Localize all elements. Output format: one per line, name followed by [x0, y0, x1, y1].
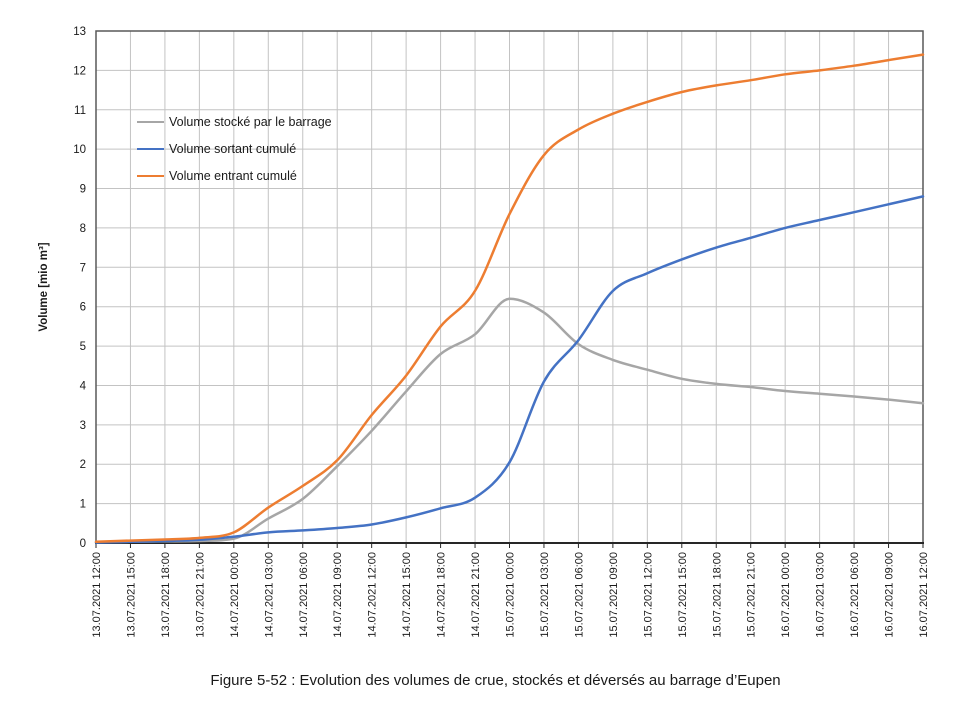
x-tick-label: 15.07.2021 00:00 — [505, 552, 517, 638]
y-tick-label: 11 — [74, 105, 86, 117]
x-tick-label: 13.07.2021 12:00 — [91, 552, 103, 638]
series-line-0 — [94, 297, 925, 544]
y-tick-label: 4 — [80, 380, 87, 392]
x-tick-label: 16.07.2021 12:00 — [918, 552, 930, 638]
legend-item-volume-sortant: Volume sortant cumulé — [137, 135, 332, 162]
y-tick-label: 13 — [73, 26, 86, 38]
x-tick-label: 15.07.2021 09:00 — [608, 552, 620, 638]
x-tick-label: 15.07.2021 12:00 — [642, 552, 654, 638]
x-tick-label: 14.07.2021 18:00 — [436, 552, 448, 638]
legend-label-volume-stocke: Volume stocké par le barrage — [169, 114, 332, 129]
legend-line-swatch-orange — [137, 174, 164, 177]
x-tick-label: 14.07.2021 03:00 — [263, 552, 275, 638]
legend-line-swatch-blue — [137, 147, 164, 150]
y-tick-label: 3 — [80, 420, 86, 432]
y-tick-label: 0 — [80, 538, 86, 550]
x-tick-label: 16.07.2021 06:00 — [849, 552, 861, 638]
x-tick-label: 15.07.2021 03:00 — [539, 552, 551, 638]
x-tick-label: 14.07.2021 09:00 — [332, 552, 344, 638]
x-tick-label: 14.07.2021 06:00 — [298, 552, 310, 638]
y-tick-label: 6 — [80, 302, 86, 314]
x-tick-label: 15.07.2021 21:00 — [746, 552, 758, 638]
x-tick-label: 15.07.2021 15:00 — [677, 552, 689, 638]
legend-line-swatch-gray — [137, 120, 164, 123]
y-tick-label: 10 — [73, 144, 86, 156]
series-line-2 — [94, 53, 925, 544]
y-tick-label: 1 — [80, 499, 86, 511]
y-axis-title: Volume [mio m³] — [38, 242, 50, 331]
x-tick-label: 14.07.2021 21:00 — [470, 552, 482, 638]
x-tick-label: 14.07.2021 00:00 — [229, 552, 241, 638]
figure-caption: Figure 5-52 : Evolution des volumes de c… — [210, 672, 781, 689]
x-tick-label: 15.07.2021 06:00 — [573, 552, 585, 638]
legend-item-volume-entrant: Volume entrant cumulé — [137, 162, 332, 189]
x-tick-label: 13.07.2021 15:00 — [125, 552, 137, 638]
legend-label-volume-sortant: Volume sortant cumulé — [169, 141, 297, 156]
x-tick-label: 16.07.2021 09:00 — [884, 552, 896, 638]
y-tick-label: 7 — [80, 262, 86, 274]
x-tick-label: 13.07.2021 21:00 — [194, 552, 206, 638]
x-tick-label: 13.07.2021 18:00 — [160, 552, 172, 638]
legend-item-volume-stocke: Volume stocké par le barrage — [137, 108, 332, 135]
y-tick-label: 8 — [80, 223, 86, 235]
x-tick-label: 14.07.2021 12:00 — [367, 552, 379, 638]
y-tick-label: 2 — [80, 459, 86, 471]
chart-legend: Volume stocké par le barrage Volume sort… — [137, 108, 332, 189]
x-tick-label: 16.07.2021 00:00 — [780, 552, 792, 638]
x-tick-label: 14.07.2021 15:00 — [401, 552, 413, 638]
x-tick-label: 15.07.2021 18:00 — [711, 552, 723, 638]
y-tick-label: 5 — [80, 341, 86, 353]
x-tick-label: 16.07.2021 03:00 — [815, 552, 827, 638]
legend-label-volume-entrant: Volume entrant cumulé — [169, 168, 297, 183]
series-line-1 — [94, 195, 925, 544]
y-tick-label: 12 — [73, 65, 86, 77]
y-tick-label: 9 — [80, 184, 86, 196]
